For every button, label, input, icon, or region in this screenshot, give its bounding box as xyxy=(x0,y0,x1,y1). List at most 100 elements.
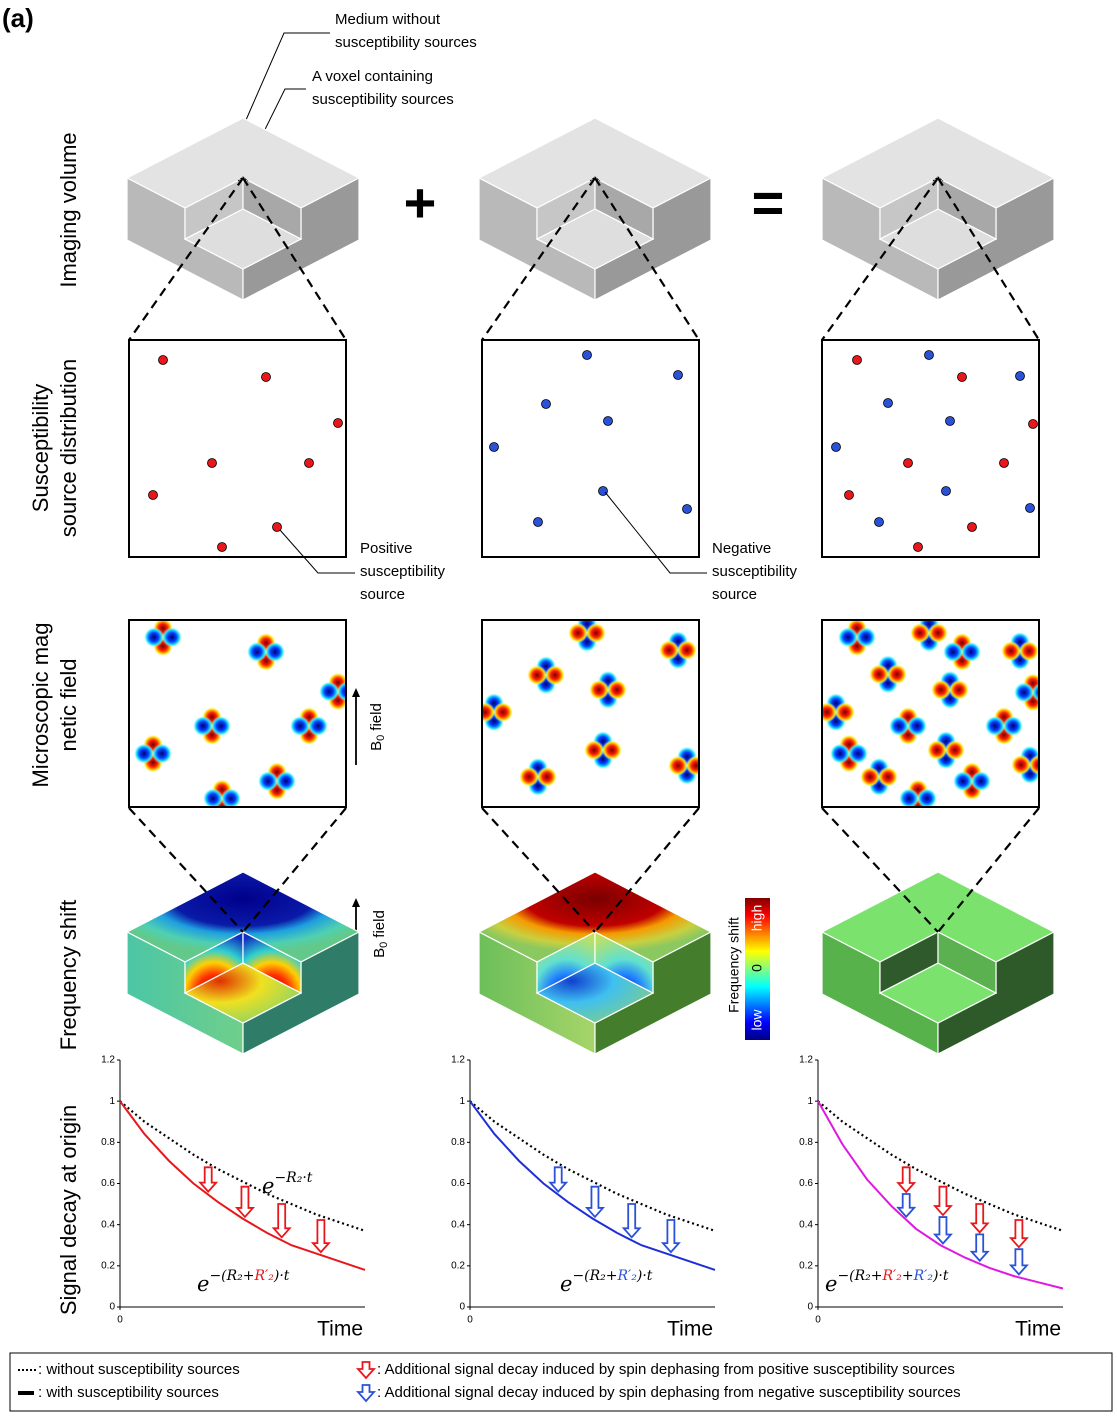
formula-exponent: −(R₂+ xyxy=(837,1268,882,1284)
row-label: Signal decay at origin xyxy=(56,1105,81,1315)
b0-label: B0field xyxy=(368,703,387,751)
field-lobe xyxy=(917,788,937,808)
susceptibility-source xyxy=(542,400,551,409)
field-lobe xyxy=(568,623,588,643)
field-lobe xyxy=(162,627,182,647)
x-tick-label: 0 xyxy=(815,1315,821,1326)
row-label: Susceptibility xyxy=(28,384,53,512)
y-tick-label: 1 xyxy=(807,1096,813,1107)
field-lobe xyxy=(586,623,606,643)
field-lobe xyxy=(602,740,622,760)
field-lobe xyxy=(899,788,919,808)
figure: (a) Medium withoutsusceptibility sources… xyxy=(0,0,1117,1416)
field-lobe xyxy=(961,642,981,662)
susceptibility-source xyxy=(832,443,841,452)
decay-arrow xyxy=(587,1187,603,1217)
field-lobe xyxy=(927,740,947,760)
x-tick-label: 0 xyxy=(117,1315,123,1326)
field-lobe xyxy=(527,665,547,685)
y-tick-label: 1.2 xyxy=(101,1055,115,1066)
field-lobe xyxy=(677,640,697,660)
y-tick-label: 1 xyxy=(459,1096,465,1107)
y-tick-label: 0 xyxy=(459,1302,465,1313)
field-lobe xyxy=(519,767,539,787)
susceptibility-source xyxy=(853,356,862,365)
susceptibility-source xyxy=(305,459,314,468)
decay-arrow xyxy=(1011,1220,1027,1247)
formula: e−(R₂+R′₂+R′₂)·t xyxy=(825,1268,949,1296)
decay-arrow xyxy=(972,1234,988,1260)
y-tick-label: 0.6 xyxy=(101,1178,115,1189)
y-tick-label: 0.8 xyxy=(799,1137,813,1148)
susceptibility-source xyxy=(1016,372,1025,381)
field-lobe xyxy=(931,680,951,700)
x-axis-label: Time xyxy=(317,1318,363,1341)
susceptibility-source xyxy=(845,491,854,500)
b0-subscript: 0 xyxy=(378,942,390,948)
legend-text: : without susceptibility sources xyxy=(38,1361,240,1378)
field-lobe xyxy=(475,702,495,722)
field-lobe xyxy=(308,716,328,736)
row-label: source distribution xyxy=(56,359,81,538)
formula: e−(R₂+R′₂)·t xyxy=(197,1268,290,1296)
field-lobe xyxy=(276,771,296,791)
formula-exponent: )·t xyxy=(273,1268,290,1284)
y-tick-label: 0.4 xyxy=(101,1219,115,1230)
y-tick-label: 0 xyxy=(109,1302,115,1313)
formula-exponent: −R₂·t xyxy=(274,1170,312,1186)
decay-arrow xyxy=(935,1217,951,1243)
susceptibility-source xyxy=(149,491,158,500)
field-lobe xyxy=(945,740,965,760)
annotation: susceptibility sources xyxy=(335,34,477,51)
field-lobe xyxy=(1011,755,1031,775)
decay-arrow xyxy=(1011,1249,1027,1274)
susceptibility-source xyxy=(875,518,884,527)
annotation: Negative xyxy=(712,540,771,557)
susceptibility-source xyxy=(958,373,967,382)
legend-text: : with susceptibility sources xyxy=(38,1384,219,1401)
field-lobe xyxy=(545,665,565,685)
decay-arrow xyxy=(274,1204,290,1237)
annotation: susceptibility sources xyxy=(312,91,454,108)
y-tick-label: 0.2 xyxy=(799,1260,813,1271)
field-lobe xyxy=(907,716,927,736)
field-lobe xyxy=(589,680,609,700)
field-lobe xyxy=(1032,682,1052,702)
decay-arrow xyxy=(550,1167,566,1191)
field-lobe xyxy=(319,682,339,702)
y-tick-label: 0 xyxy=(807,1302,813,1313)
susceptibility-source xyxy=(1000,459,1009,468)
susceptibility-source xyxy=(334,419,343,428)
susceptibility-source xyxy=(968,523,977,532)
row-label: Imaging volume xyxy=(56,132,81,287)
susceptibility-source xyxy=(1026,504,1035,513)
formula-exponent: + xyxy=(902,1268,914,1284)
x-tick-label: 0 xyxy=(467,1315,473,1326)
field-lobe xyxy=(247,642,267,662)
y-tick-label: 0.2 xyxy=(451,1260,465,1271)
decay-arrow xyxy=(663,1220,679,1252)
y-tick-label: 0.4 xyxy=(451,1219,465,1230)
field-lobe xyxy=(221,788,241,808)
formula-exponent: R′₂ xyxy=(254,1268,275,1284)
formula-exponent: R′₂ xyxy=(882,1268,903,1284)
susceptibility-source xyxy=(262,373,271,382)
field-lobe xyxy=(211,716,231,736)
field-lobe xyxy=(869,664,889,684)
decay-arrow xyxy=(237,1187,253,1217)
b0-arrow-head xyxy=(352,688,360,697)
decay-arrow xyxy=(313,1220,329,1252)
susceptibility-source xyxy=(1029,420,1038,429)
susceptibility-source xyxy=(583,351,592,360)
field-lobe xyxy=(887,664,907,684)
field-lobe xyxy=(838,627,858,647)
susceptibility-source xyxy=(604,417,613,426)
annotation: susceptibility xyxy=(712,563,798,580)
susceptibility-source xyxy=(218,543,227,552)
formula: e−R₂·t xyxy=(262,1170,313,1198)
colorbar-label: high xyxy=(749,905,765,931)
field-lobe xyxy=(193,716,213,736)
colorbar-label: 0 xyxy=(749,964,765,972)
formula-exponent: −(R₂+ xyxy=(572,1268,617,1284)
susceptibility-source xyxy=(946,417,955,426)
